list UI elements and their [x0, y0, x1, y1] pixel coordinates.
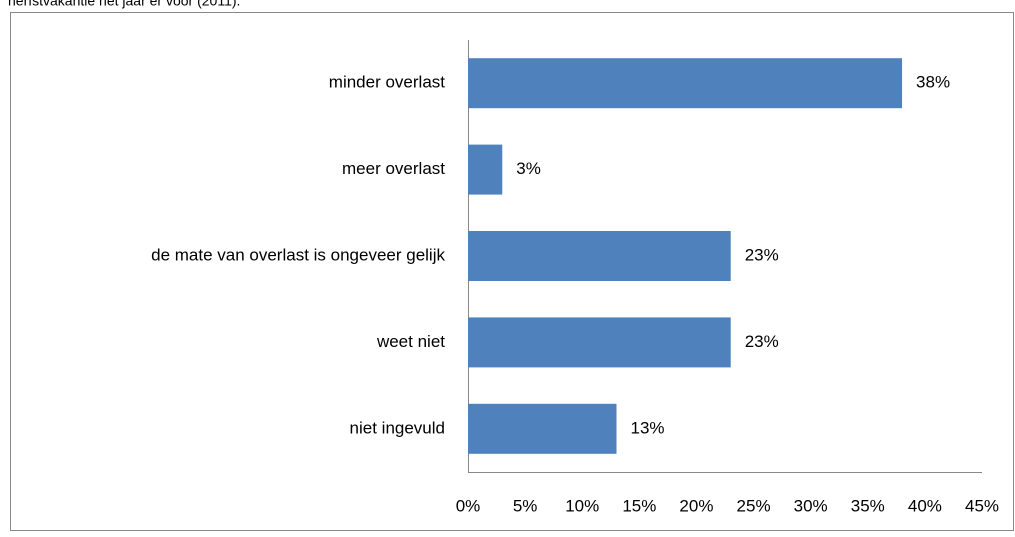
- x-tick-label: 35%: [851, 496, 885, 515]
- x-tick-label: 5%: [513, 496, 538, 515]
- chart-title: herfstvakantie het jaar er voor (2011).: [8, 0, 240, 9]
- x-tick-label: 40%: [908, 496, 942, 515]
- y-tick-label: minder overlast: [329, 73, 445, 92]
- x-tick-label: 25%: [737, 496, 771, 515]
- bar: [468, 403, 617, 454]
- value-label: 3%: [516, 159, 541, 178]
- x-tick-label: 15%: [622, 496, 656, 515]
- value-label: 13%: [630, 418, 664, 437]
- y-tick-label: de mate van overlast is ongeveer gelijk: [151, 245, 445, 264]
- value-label: 23%: [745, 332, 779, 351]
- y-tick-label: meer overlast: [342, 159, 445, 178]
- value-label: 23%: [745, 245, 779, 264]
- value-label: 38%: [916, 73, 950, 92]
- bar: [468, 144, 503, 195]
- x-tick-label: 20%: [679, 496, 713, 515]
- x-tick-label: 0%: [456, 496, 481, 515]
- x-tick-label: 45%: [965, 496, 999, 515]
- bar: [468, 231, 731, 281]
- y-tick-label: weet niet: [376, 332, 445, 351]
- x-tick-label: 30%: [794, 496, 828, 515]
- y-tick-label: niet ingevuld: [350, 418, 445, 437]
- bar: [468, 317, 731, 368]
- x-tick-label: 10%: [565, 496, 599, 515]
- bar: [468, 58, 903, 109]
